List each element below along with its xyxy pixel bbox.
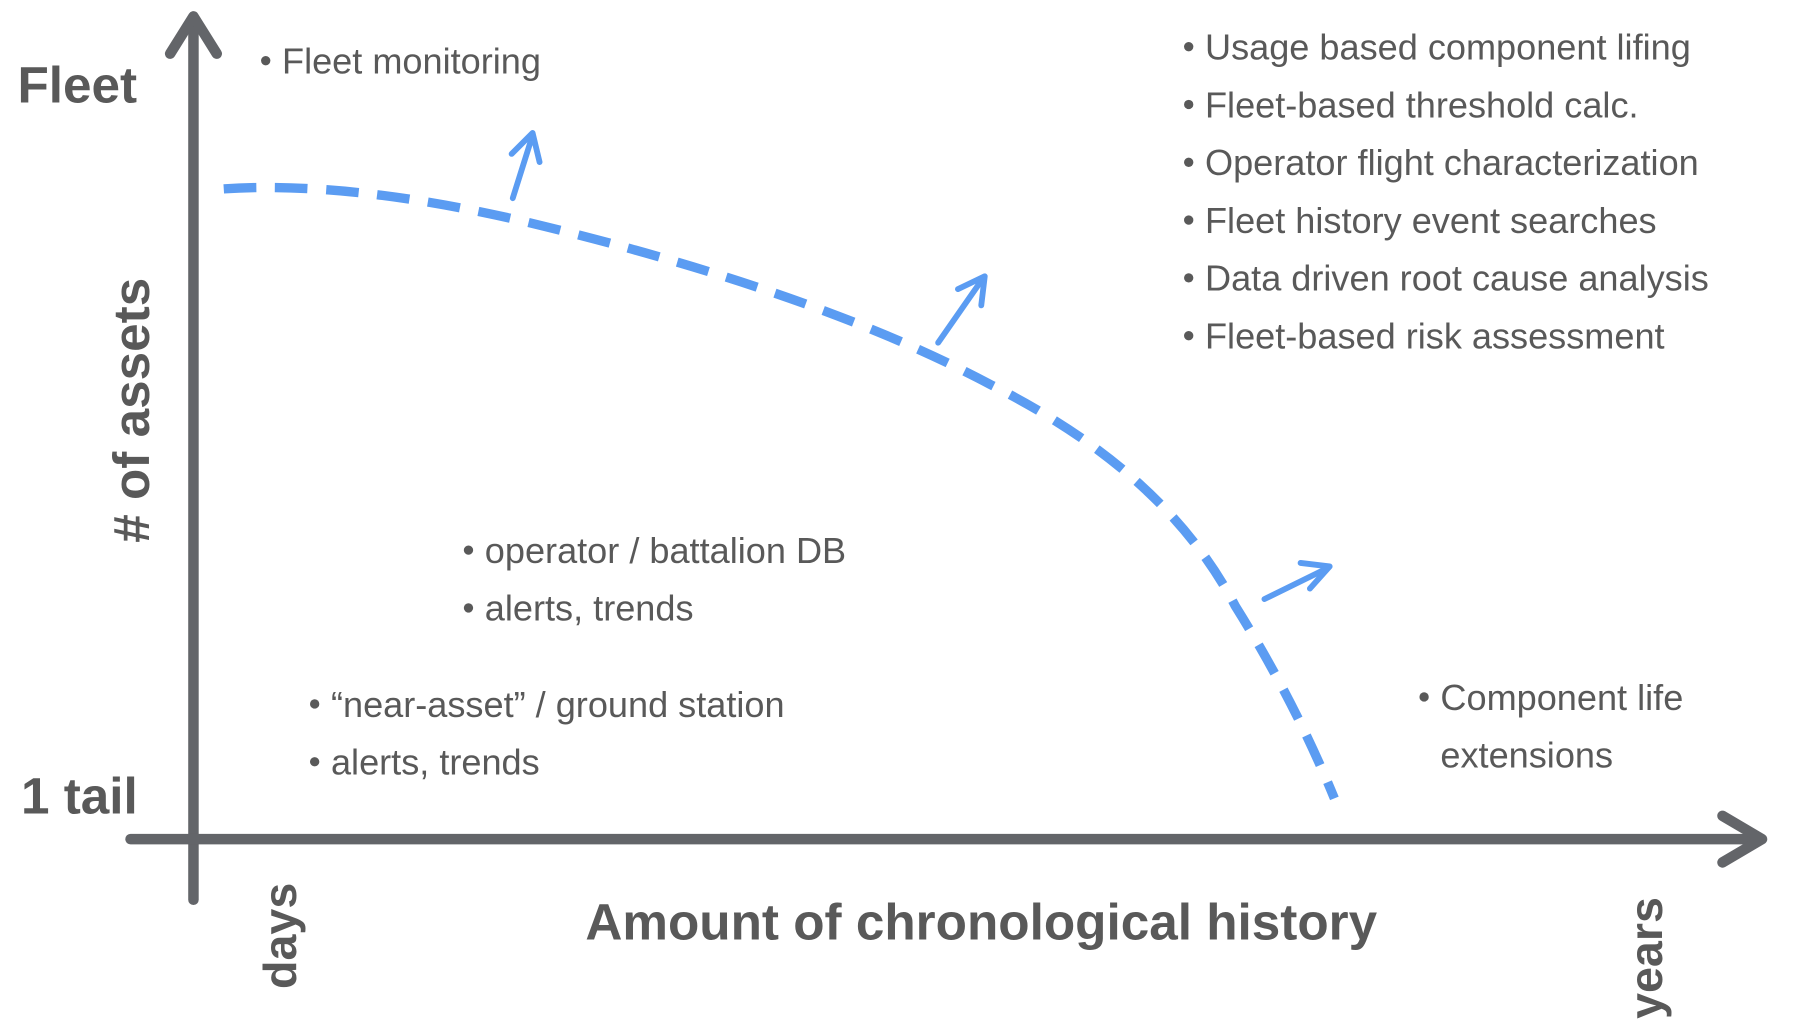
x-axis-title: Amount of chronological history [585,893,1377,950]
list-item: Fleet-based threshold calc. [1205,84,1639,125]
arrow-head [1297,560,1333,592]
arrow [935,274,987,346]
list-item: “near-asset” / ground station [331,684,785,725]
list-item: Component life [1440,677,1683,718]
bullet [463,545,474,555]
y-axis-arrow [164,11,223,59]
y-top-label: Fleet [17,57,137,114]
bullet [1184,42,1194,52]
x-left-label: days [254,883,306,989]
bullet [1184,273,1194,283]
bullet [1184,331,1194,341]
arrow [509,132,536,202]
arrow-head [955,273,988,309]
bullet [1184,215,1194,225]
bullet [309,757,320,767]
x-axis-arrow [1717,810,1768,868]
list-item: Operator flight characterization [1205,142,1699,183]
list-item: Fleet monitoring [282,40,541,81]
bullet [261,56,271,66]
list-item: Data driven root cause analysis [1205,258,1709,299]
bullet [1184,157,1194,167]
list-item: Usage based component lifing [1205,26,1691,67]
y-bottom-label: 1 tail [21,768,138,825]
arrow-head [508,130,543,165]
list-item: operator / battalion DB [485,530,846,571]
arrow [1261,564,1332,602]
list-item: extensions [1440,735,1613,776]
bullet [1419,692,1429,702]
list-item: alerts, trends [485,588,694,629]
list-item: Fleet-based risk assessment [1205,316,1665,357]
bullet [1184,99,1194,110]
x-right-label: years [1620,897,1672,1019]
bullet [463,603,474,613]
y-axis-title: # of assets [103,278,160,543]
list-item: alerts, trends [331,742,540,783]
list-item: Fleet history event searches [1205,200,1657,241]
bullet [309,699,320,709]
trend-curve [223,182,1339,801]
